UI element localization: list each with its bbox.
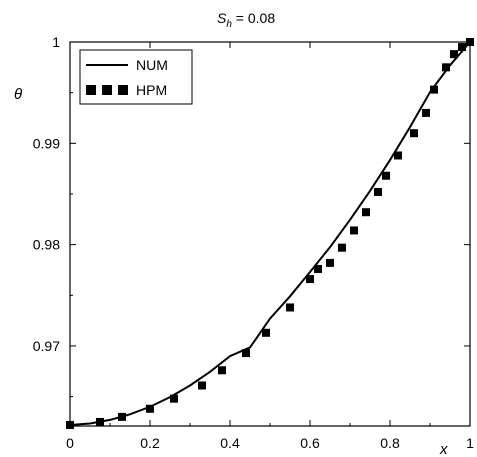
x-tick-label: 0 — [66, 435, 74, 451]
series-markers — [66, 38, 474, 429]
series-marker-hpm — [382, 171, 390, 180]
series-marker-hpm — [362, 208, 370, 217]
legend-square-swatch-3 — [118, 85, 128, 95]
x-tick-label: 0.4 — [220, 435, 240, 451]
legend-label-hpm: HPM — [136, 82, 167, 98]
series-marker-hpm — [422, 108, 430, 117]
x-axis-label: x — [439, 441, 448, 457]
series-marker-hpm — [374, 187, 382, 196]
series-marker-hpm — [286, 303, 294, 312]
y-tick-label: 0.99 — [33, 135, 60, 151]
series-marker-hpm — [450, 50, 458, 59]
series-line-num — [69, 41, 471, 426]
chart-title-rest: = 0.08 — [232, 10, 275, 26]
x-tick-label: 1 — [466, 435, 474, 451]
y-axis-label: θ — [14, 86, 22, 103]
series-marker-hpm — [350, 226, 358, 235]
chart-title-text: Sh = 0.08 — [217, 10, 275, 30]
y-tick-label: 1 — [52, 34, 60, 50]
series-marker-hpm — [458, 43, 466, 52]
legend-square-swatch-1 — [86, 85, 96, 95]
series-marker-hpm — [314, 264, 322, 273]
axis-ticks: 0 0.2 0.4 0.6 0.8 1 0.97 0.98 0.99 1 — [33, 34, 474, 451]
x-tick-label: 0.2 — [140, 435, 160, 451]
series-lines — [69, 41, 471, 426]
series-marker-hpm — [430, 85, 438, 94]
chart-title-symbol: S — [217, 10, 227, 26]
legend-square-swatch-2 — [102, 85, 112, 95]
series-marker-hpm — [96, 417, 104, 426]
series-marker-hpm — [338, 243, 346, 252]
chart-title-subscript: h — [226, 19, 232, 30]
legend-label-num: NUM — [136, 57, 168, 73]
series-marker-hpm — [242, 349, 250, 358]
series-marker-hpm — [410, 129, 418, 138]
series-marker-hpm — [306, 275, 314, 284]
series-marker-hpm — [394, 151, 402, 160]
x-tick-label: 0.6 — [300, 435, 320, 451]
y-tick-label: 0.98 — [33, 237, 60, 253]
x-tick-label: 0.8 — [380, 435, 400, 451]
chart-title: Sh = 0.08 — [217, 10, 275, 30]
series-marker-hpm — [198, 381, 206, 390]
plot-frame — [69, 41, 471, 427]
legend-box — [79, 49, 193, 105]
series-marker-hpm — [442, 63, 450, 72]
series-marker-hpm — [326, 258, 334, 267]
series-marker-hpm — [218, 366, 226, 375]
series-marker-hpm — [170, 394, 178, 403]
legend: NUM HPM — [79, 49, 193, 105]
series-marker-hpm — [146, 404, 154, 413]
series-marker-hpm — [118, 412, 126, 421]
y-tick-label: 0.97 — [33, 338, 60, 354]
series-marker-hpm — [262, 328, 270, 337]
